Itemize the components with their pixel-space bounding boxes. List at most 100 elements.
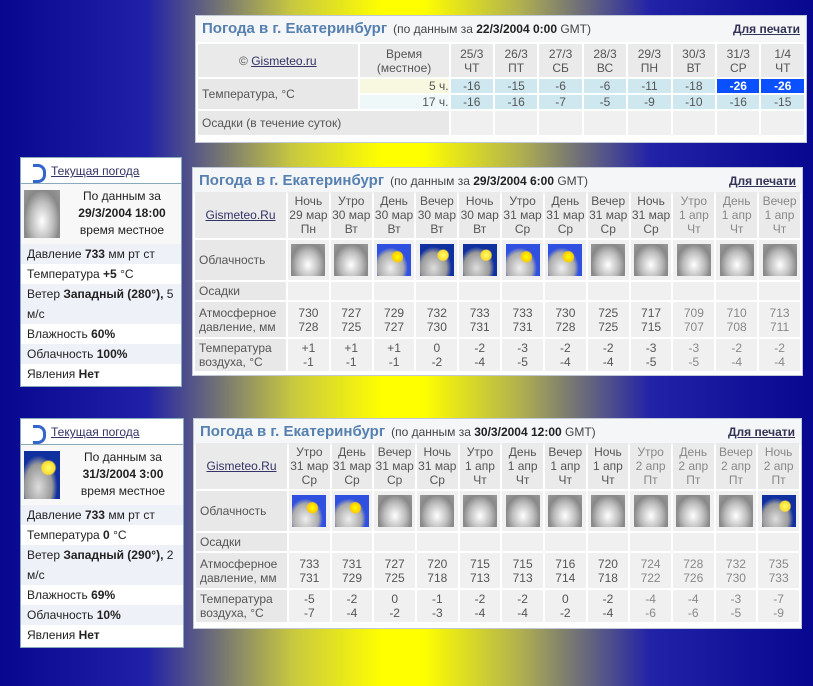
pressure: 728	[555, 319, 576, 334]
temperature: +1	[301, 341, 316, 355]
cloud-cell	[630, 491, 671, 531]
temperature: -26	[717, 79, 760, 93]
period-table: Gismeteo.Ru Утро 31 мар Ср День 31 мар Ср Вечер…	[194, 441, 801, 624]
weather-icon	[24, 190, 60, 238]
temperature-cell: +1 -1	[288, 339, 329, 371]
temperature-cell: -4 -6	[672, 590, 714, 622]
field-value: 69%	[91, 588, 116, 602]
print-link[interactable]: Для печати	[727, 425, 795, 439]
temperature: -2	[474, 341, 486, 355]
field-label: Влажность	[27, 588, 88, 602]
field-value: 60%	[91, 327, 116, 341]
cloud-icon	[719, 244, 754, 276]
field-value: Нет	[78, 628, 100, 642]
print-link[interactable]: Для печати	[728, 174, 796, 188]
pressure: 728	[683, 556, 704, 571]
pressure: 711	[769, 319, 790, 334]
cloud-cell	[331, 491, 373, 531]
current-weather-link[interactable]: Текущая погода	[51, 425, 140, 439]
text: Чт	[473, 473, 487, 487]
temperature: -4	[602, 606, 614, 620]
field-unit: мм рт ст	[108, 508, 155, 522]
source-date: 22/3/2004 0:00	[476, 22, 557, 36]
widget-title: Погода в г. Екатеринбург (по данным за 30…	[200, 423, 596, 440]
pressure: 715	[512, 556, 533, 571]
text: Ср	[643, 222, 659, 236]
text: День	[551, 194, 580, 208]
weather-icon	[24, 451, 60, 499]
precip-cell	[544, 282, 586, 300]
pressure-cell: 724 722	[630, 553, 671, 588]
field-value: 733	[84, 508, 105, 522]
field-unit: мм рт ст	[108, 247, 155, 261]
pressure: 720	[597, 556, 618, 571]
text: 29 мар	[289, 208, 328, 222]
temperature-row: Температура воздуха, °С -5 -7 -2 -4 0 -2 -1 -3 -2…	[196, 590, 799, 622]
site-link[interactable]: Gismeteo.Ru	[205, 208, 276, 222]
site-link[interactable]: Gismeteo.Ru	[206, 459, 277, 473]
cloud-icon	[505, 244, 540, 276]
temperature-cell: 0 -2	[416, 339, 458, 371]
text: ПН	[640, 60, 659, 75]
daily-forecast: Погода в г. Екатеринбург (по данным за 22…	[195, 15, 807, 143]
current-field: Температура +5 °С	[21, 264, 181, 284]
text: Вечер	[419, 194, 454, 208]
current-link: Текущая погода	[21, 419, 183, 445]
text: Ср	[344, 473, 360, 487]
period-header: Вечер 2 апр Пт	[715, 443, 757, 489]
row-label: Осадки	[196, 533, 288, 551]
row-label: Облачность	[196, 491, 288, 531]
cloud-icon	[633, 495, 668, 527]
temp-row: Температура, °С 5 ч. -16 -15 -6 -6 -11 -18 -26 -2…	[198, 79, 804, 109]
row-label: Осадки	[195, 282, 286, 300]
precip-cell	[502, 282, 543, 300]
text: (по данным за	[393, 22, 473, 36]
precip-cell	[759, 282, 800, 300]
period-header: Ночь 31 мар Ср	[630, 192, 672, 238]
temperature: -4	[687, 592, 699, 606]
temperature-cell: -5 -7	[289, 590, 330, 622]
print-link[interactable]: Для печати	[732, 22, 800, 36]
current-header: По данным за 29/3/2004 18:00 время местное	[21, 184, 181, 244]
hour-label: 5 ч.	[359, 79, 449, 93]
cloud-cell	[416, 491, 458, 531]
pressure-cell: 728 726	[672, 553, 714, 588]
temperature-cell: -2 -4	[759, 339, 800, 371]
text: 31 мар	[418, 459, 457, 473]
pressure-cell: 710 708	[716, 302, 758, 337]
text: ВТ	[686, 60, 702, 75]
temperature: -1	[431, 592, 443, 606]
text: 31/3	[726, 46, 750, 61]
text: ВС	[596, 60, 614, 75]
text: 27/3	[548, 46, 573, 61]
temperature: -18	[672, 79, 716, 93]
cloud-cell	[544, 491, 586, 531]
pressure: 714	[555, 570, 576, 585]
time-header: Время (местное)	[359, 44, 449, 77]
period-header: Вечер 31 мар Ср	[587, 192, 629, 238]
pressure: 710	[726, 305, 747, 320]
text: 31 мар	[503, 208, 542, 222]
row-label: Температура воздуха, °С	[196, 590, 288, 622]
text: 1 апр	[465, 459, 495, 473]
pressure-cell: 729 727	[373, 302, 415, 337]
temperature: -4	[731, 355, 743, 369]
temperature-cell: -2 -4	[716, 339, 758, 371]
temperature: -4	[602, 355, 614, 369]
cloud-cell	[672, 491, 714, 531]
period-header: Ночь 29 мар Пн	[288, 192, 329, 238]
precip-cell	[330, 282, 372, 300]
text: СБ	[552, 60, 569, 75]
current-field: Влажность 60%	[21, 324, 181, 344]
day-header: 28/3 ВС	[583, 44, 627, 77]
temperature-cell: -4 -6	[630, 590, 671, 622]
site-link[interactable]: Gismeteo.ru	[251, 53, 317, 68]
current-field: Явления Нет	[21, 364, 181, 384]
precip-cell	[331, 533, 373, 551]
title-bar: Погода в г. Екатеринбург (по данным за 29…	[193, 168, 802, 194]
current-weather-link[interactable]: Текущая погода	[51, 164, 140, 178]
text: время местное	[80, 484, 166, 498]
cloud-icon	[591, 244, 626, 276]
cloud-icon	[676, 244, 711, 276]
